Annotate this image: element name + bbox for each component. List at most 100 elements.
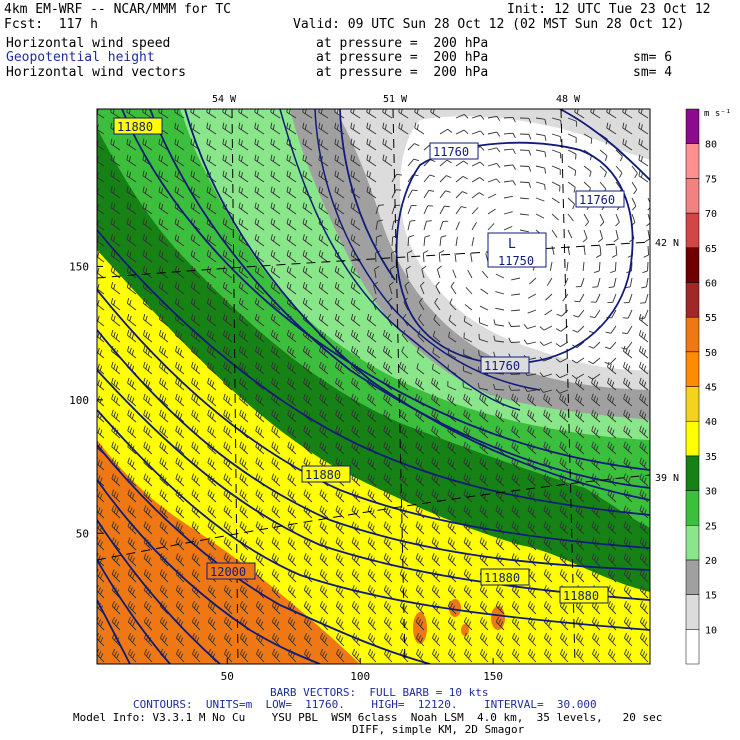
wind-barb — [142, 218, 153, 231]
wind-barb — [256, 648, 265, 663]
contour-label: 11760 — [484, 359, 520, 373]
wind-barb — [302, 154, 313, 167]
wind-barb — [591, 489, 601, 503]
wind-barb — [271, 617, 281, 631]
wind-barb — [599, 213, 605, 227]
wind-barb — [479, 537, 489, 551]
wind-barb — [511, 393, 521, 407]
wind-barb — [544, 309, 553, 316]
contour-label: 11760 — [579, 193, 615, 207]
wind-barb — [222, 170, 233, 183]
wind-barb — [415, 457, 425, 471]
wind-barb — [302, 266, 313, 279]
wind-barb — [495, 505, 505, 519]
wind-barb — [175, 505, 185, 519]
wind-barb — [255, 569, 265, 583]
wind-barb — [350, 218, 361, 231]
wind-barb — [110, 250, 121, 263]
wind-barb — [319, 505, 329, 519]
wind-barb — [493, 383, 505, 391]
wind-barb — [255, 601, 265, 615]
wind-barb — [190, 313, 201, 327]
wind-barb — [591, 425, 601, 439]
wind-barb — [511, 277, 521, 281]
wind-barb — [191, 489, 201, 503]
wind-barb — [539, 387, 553, 393]
wind-barb — [303, 521, 313, 535]
wind-barb — [207, 393, 217, 407]
wind-barb — [375, 234, 382, 247]
wind-barb — [175, 345, 185, 359]
wind-barb — [551, 245, 555, 255]
wind-barb — [527, 505, 537, 519]
wind-barb — [615, 213, 620, 227]
wind-barb — [351, 457, 361, 471]
wind-barb — [158, 202, 169, 215]
wind-barb — [239, 585, 249, 599]
wind-barb — [560, 648, 569, 663]
wind-barb — [287, 617, 297, 631]
wind-barb — [555, 389, 569, 394]
wind-barb — [431, 425, 441, 439]
wind-barb — [431, 393, 441, 407]
wind-barb — [463, 505, 473, 519]
colorbar-swatch — [685, 178, 700, 214]
colorbar-swatch — [685, 594, 700, 630]
wind-barb — [239, 377, 249, 391]
wind-barb — [551, 165, 561, 175]
wind-barb — [335, 632, 345, 647]
wind-barb — [143, 521, 153, 535]
wind-50-55-patch — [245, 588, 310, 633]
wind-barb — [447, 505, 457, 519]
wind-barb — [238, 154, 249, 167]
wind-barb — [254, 218, 265, 231]
wind-barb — [639, 601, 649, 615]
wind-barb — [97, 313, 105, 327]
wind-barb — [222, 186, 233, 199]
wind-barb — [97, 204, 105, 215]
wind-barb — [222, 138, 233, 151]
field-1-level: at pressure = 200 hPa — [316, 36, 489, 51]
colorbar-label: 50 — [705, 348, 717, 359]
wind-barb — [128, 648, 137, 663]
wind-barb — [158, 154, 169, 167]
wind-barb — [97, 172, 105, 183]
wind-barb — [175, 457, 185, 471]
wind-barb — [270, 234, 281, 247]
wind-barb — [319, 425, 329, 439]
wind-barb — [302, 122, 313, 135]
wind-barb — [350, 313, 361, 327]
wind-barb — [254, 186, 265, 199]
contour-labels: 11880 11760 11760 11760 L 11750 11880 11… — [113, 117, 625, 604]
wind-barb — [383, 345, 393, 359]
wind-barb — [455, 206, 467, 215]
wind-barb — [607, 425, 617, 439]
wind-barb — [334, 186, 345, 199]
wind-barb — [158, 250, 169, 263]
wind-barb — [527, 425, 537, 439]
wind-barb — [127, 553, 137, 567]
wind-barb — [503, 180, 517, 186]
low-contour-outer — [395, 141, 634, 365]
wind-barb — [127, 505, 137, 519]
wind-barb — [495, 307, 505, 311]
latlon-grid — [97, 109, 650, 664]
wind-barb — [639, 425, 649, 439]
wind-barb — [639, 393, 649, 407]
wind-barb — [174, 297, 185, 311]
wind-barb — [559, 569, 569, 583]
wind-barb — [175, 521, 185, 535]
wind-barb — [223, 393, 233, 407]
wind-barb — [644, 229, 650, 243]
model-title: 4km EM-WRF -- NCAR/MMM for TC — [4, 2, 231, 17]
wind-barb — [607, 409, 617, 423]
wind-barb — [126, 170, 137, 183]
wind-barb — [159, 489, 169, 503]
wind-barb — [595, 245, 602, 258]
colorbar-swatch — [685, 420, 700, 457]
wind-barb — [127, 345, 137, 359]
wind-barb — [142, 250, 153, 263]
wind-barb — [495, 409, 505, 423]
wind-barb — [142, 234, 153, 247]
wind-barb — [175, 425, 185, 439]
